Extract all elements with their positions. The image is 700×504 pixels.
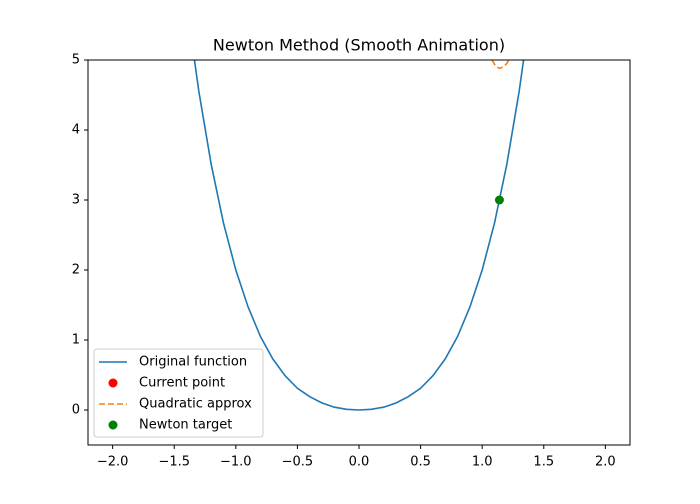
y-tick-label: 3 xyxy=(72,193,80,208)
line xyxy=(193,60,525,411)
x-tick-label: 1.0 xyxy=(472,455,493,470)
x-tick-label: 1.5 xyxy=(533,455,554,470)
x-tick-label: −0.5 xyxy=(282,455,314,470)
legend-marker xyxy=(108,378,118,388)
legend-marker xyxy=(108,420,118,430)
x-tick-label: −1.0 xyxy=(220,455,252,470)
y-tick-label: 0 xyxy=(72,403,80,418)
plot-area xyxy=(193,60,525,411)
legend-label: Current point xyxy=(139,376,225,391)
x-tick-label: 2.0 xyxy=(595,455,616,470)
y-tick-label: 4 xyxy=(72,123,80,138)
y-tick-label: 2 xyxy=(72,263,80,278)
y-tick-label: 1 xyxy=(72,333,80,348)
x-tick-label: −1.5 xyxy=(158,455,190,470)
legend-label: Newton target xyxy=(139,418,232,433)
x-tick-label: 0.5 xyxy=(410,455,431,470)
legend-label: Quadratic approx xyxy=(139,397,252,412)
x-tick-label: −2.0 xyxy=(97,455,129,470)
legend-box xyxy=(93,348,264,438)
chart-title: Newton Method (Smooth Animation) xyxy=(213,36,505,55)
x-tick-label: 0.0 xyxy=(349,455,370,470)
legend-label: Original function xyxy=(139,355,247,370)
point xyxy=(494,195,504,205)
line xyxy=(491,60,510,70)
y-tick-label: 5 xyxy=(72,53,80,68)
